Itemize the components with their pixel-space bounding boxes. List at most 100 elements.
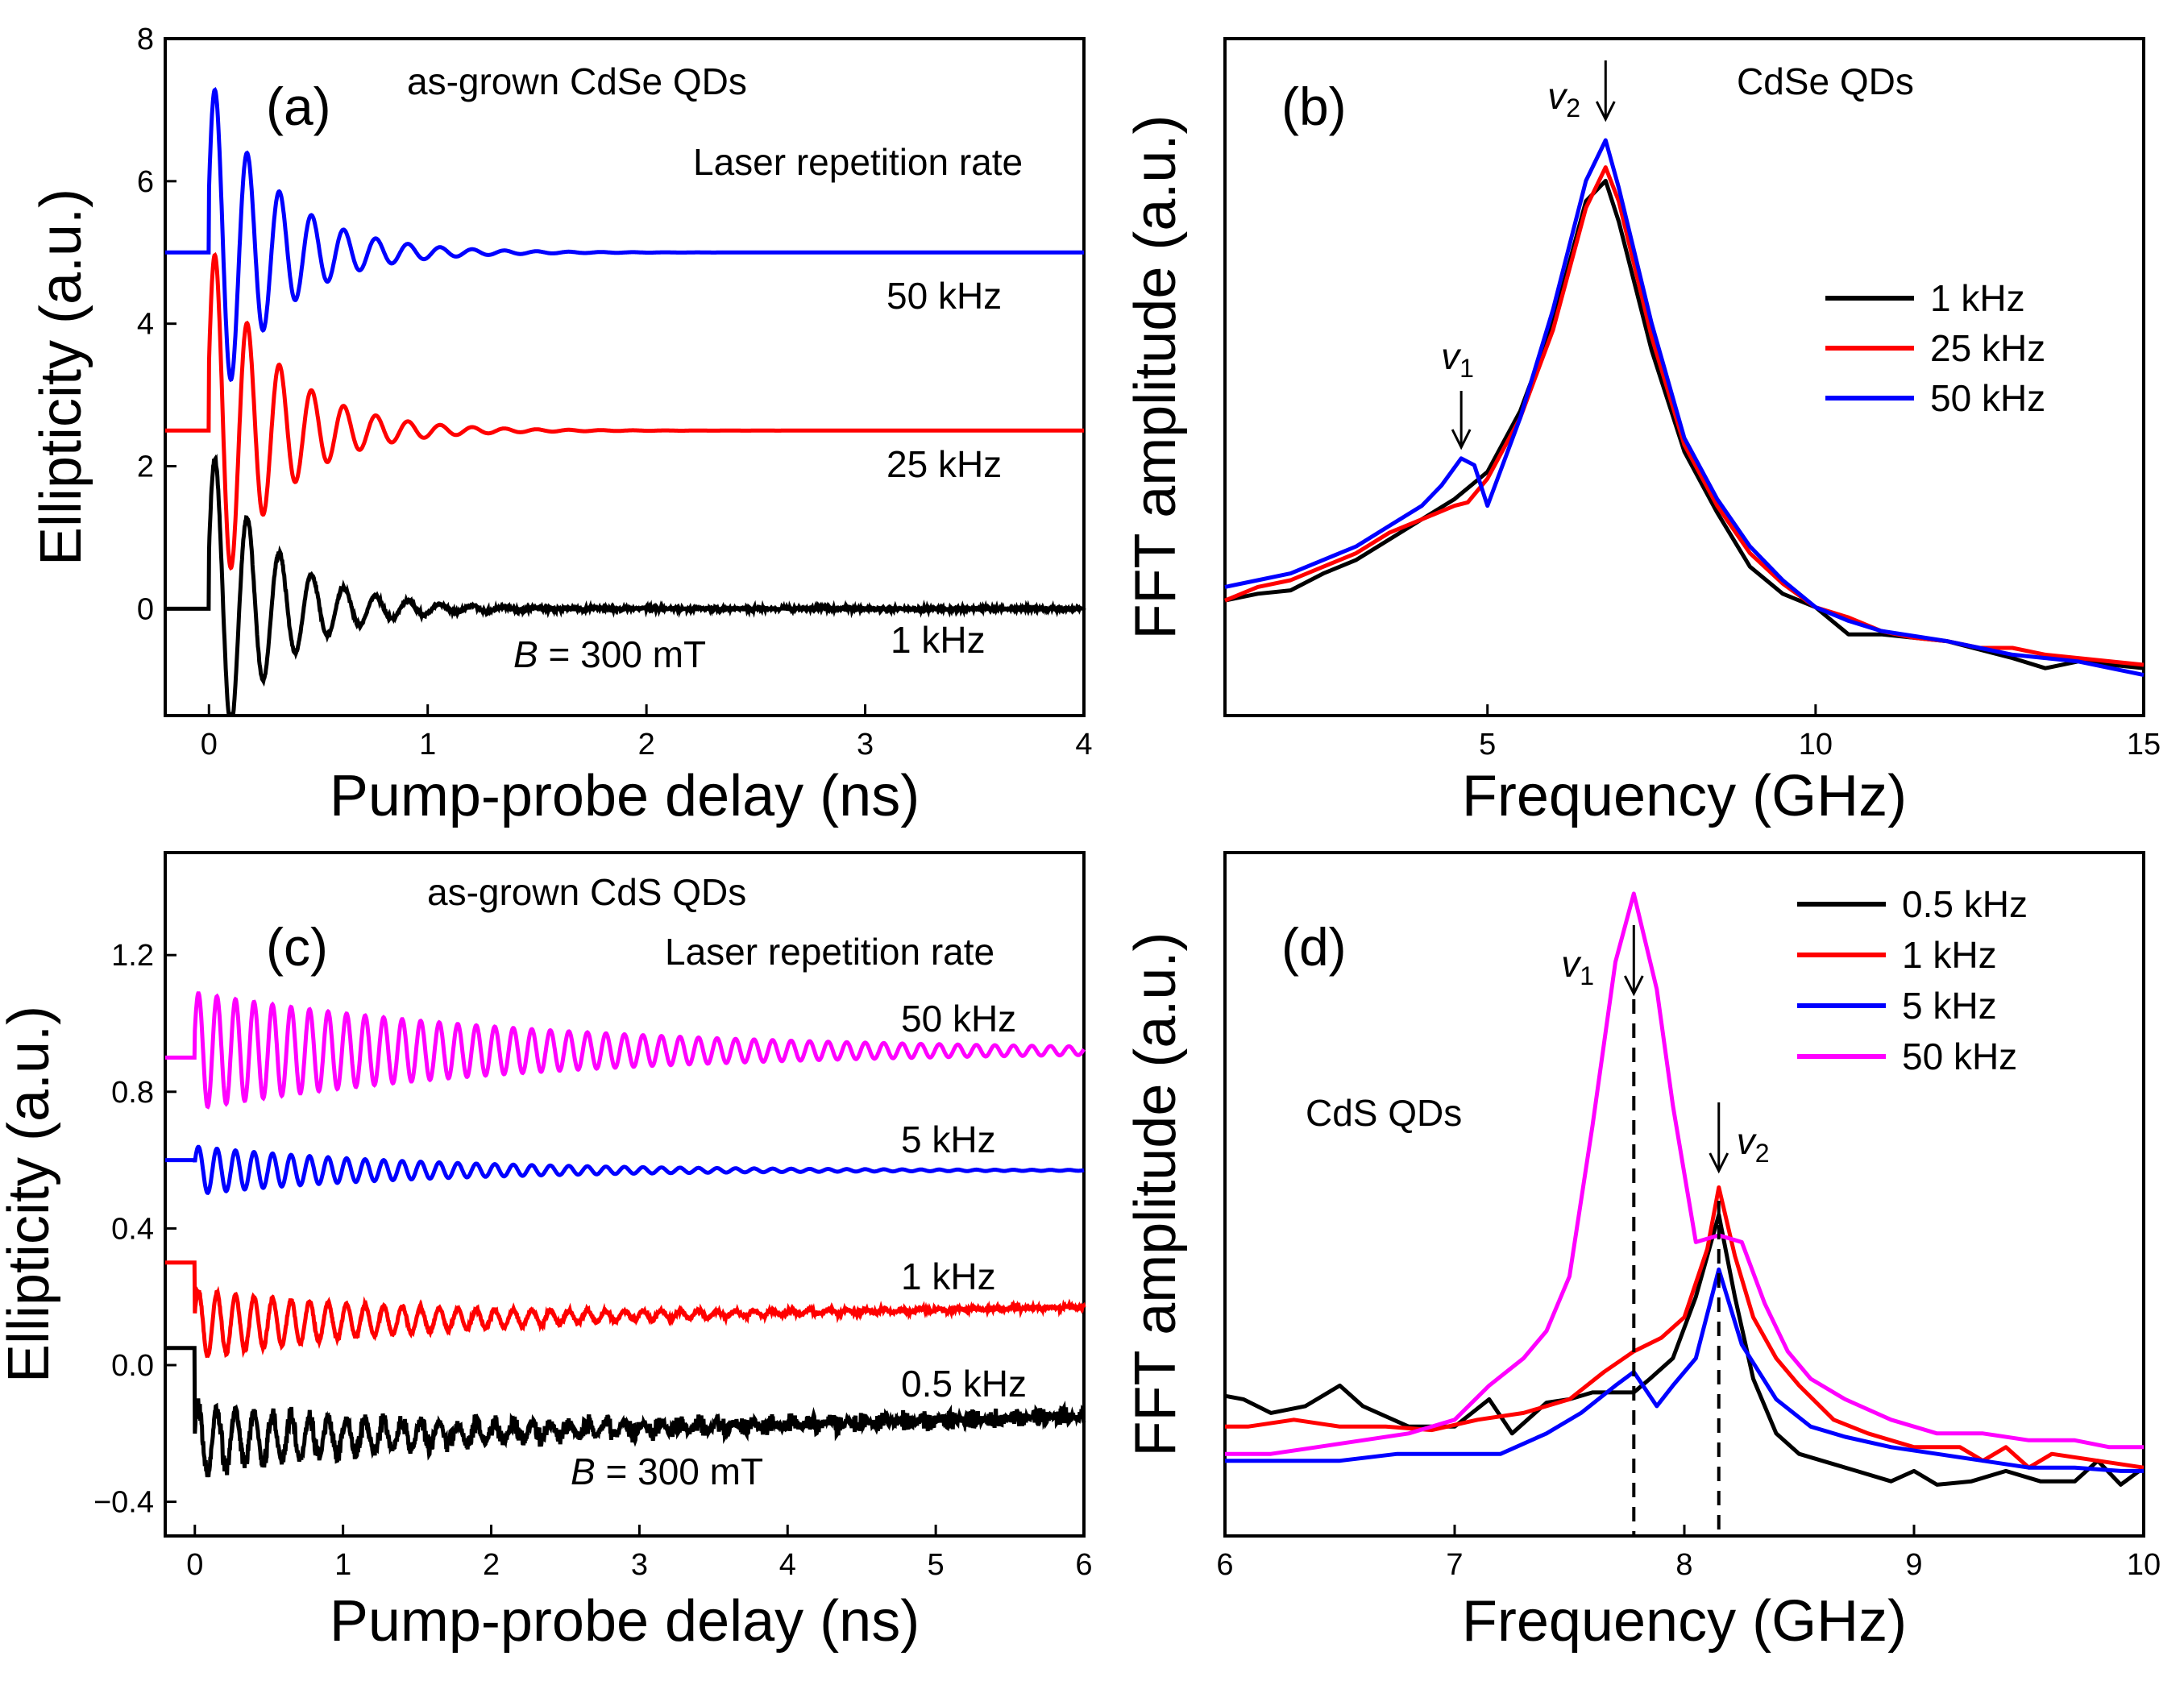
panel-a-label: (a) <box>266 77 331 136</box>
x-tick-label: 3 <box>631 1548 648 1582</box>
panel-b: 5 10 15 v1 v2 (b) CdSe QDs 1 kHz 25 kHz 50 kH… <box>1123 37 2161 828</box>
panel-b-frame <box>1223 37 2145 717</box>
panel-c-subtitle: Laser repetition rate <box>665 931 994 973</box>
panel-a-field-symbol: B <box>513 633 538 675</box>
y-tick-label: 0 <box>137 592 154 626</box>
panel-d-series: 6 7 8 9 10 <box>1216 891 2161 1582</box>
series-line-5-khz <box>165 1144 1085 1195</box>
panel-c-frame <box>164 851 1086 1538</box>
series-line-1-khz <box>1225 1185 2145 1470</box>
peak-arrow-head <box>1623 975 1644 997</box>
panel-c-xlabel: Pump-probe delay (ns) <box>330 1589 920 1654</box>
panel-d-legend: 0.5 kHz 1 kHz 5 kHz 50 kHz <box>1797 883 2028 1077</box>
legend-label: 1 kHz <box>1902 934 1997 976</box>
panel-b-ylabel: FFT amplitude (a.u.) <box>1123 115 1188 640</box>
x-tick-label: 1 <box>334 1548 351 1582</box>
x-tick-label: 10 <box>2127 1548 2161 1582</box>
y-tick-label: 0.8 <box>111 1076 154 1110</box>
y-tick-label: 2 <box>137 450 154 484</box>
panel-b-legend: 1 kHz 25 kHz 50 kHz <box>1825 277 2045 419</box>
series-line-50-khz <box>1224 138 2145 678</box>
y-tick-label: 1.2 <box>111 939 154 973</box>
panel-b-xlabel: Frequency (GHz) <box>1462 764 1907 828</box>
y-tick-label: 0.4 <box>111 1212 154 1246</box>
peak-label-subscript: 1 <box>1459 354 1474 383</box>
legend-label: 5 kHz <box>1902 985 1997 1027</box>
series-line-1-khz <box>165 1260 1086 1359</box>
series-line-50-khz <box>1225 891 2144 1456</box>
panel-a: 0 1 2 3 4 0 2 4 6 8 (a) as-grown CdSe QDs Laser r… <box>29 23 1093 828</box>
peak-label: v2 <box>1737 1120 1770 1168</box>
panel-d-label: (d) <box>1281 917 1347 977</box>
legend-label: 25 kHz <box>1930 327 2045 369</box>
panel-d-ylabel: FFT amplitude (a.u.) <box>1123 932 1188 1457</box>
peak-arrow-head <box>1451 429 1472 450</box>
panel-c-ylabel: Ellipticity (a.u.) <box>0 1006 61 1383</box>
panel-d-xlabel: Frequency (GHz) <box>1462 1589 1907 1654</box>
x-tick-label: 2 <box>483 1548 500 1582</box>
peak-label: v2 <box>1547 75 1580 122</box>
x-tick-label: 5 <box>928 1548 945 1582</box>
y-tick-label: −0.4 <box>93 1486 154 1520</box>
x-tick-label: 3 <box>857 728 874 762</box>
panel-c-field-annotation: B = 300 mT <box>571 1451 763 1492</box>
peak-arrow-head <box>1595 101 1616 122</box>
panel-d: 6 7 8 9 10 v1 v2 (d) CdS QDs 0.5 kHz 1 kHz 5 kH… <box>1123 851 2161 1654</box>
legend-label: 50 kHz <box>1930 377 2045 419</box>
panel-a-series-label-0: 50 kHz <box>886 275 1002 317</box>
panel-c-series: 0 1 2 3 4 5 6 −0.4 0.0 0.4 0.8 1.2 <box>93 939 1093 1582</box>
x-tick-label: 5 <box>1479 728 1496 762</box>
y-tick-label: 8 <box>137 23 154 56</box>
x-tick-label: 0 <box>186 1548 203 1582</box>
x-tick-label: 8 <box>1675 1548 1692 1582</box>
panel-a-series-label-1: 25 kHz <box>886 443 1002 485</box>
x-tick-label: 9 <box>1905 1548 1922 1582</box>
y-tick-label: 6 <box>137 165 154 199</box>
panel-c-series-label-3: 0.5 kHz <box>901 1363 1027 1405</box>
x-tick-label: 7 <box>1446 1548 1463 1582</box>
panel-a-field-value: = 300 mT <box>538 633 706 675</box>
panel-d-frame <box>1223 851 2145 1538</box>
panel-c-field-symbol: B <box>571 1451 596 1492</box>
x-tick-label: 10 <box>1799 728 1833 762</box>
panel-a-subtitle: Laser repetition rate <box>693 141 1023 183</box>
panel-d-title: CdS QDs <box>1306 1092 1462 1134</box>
series-line-5-khz <box>1225 1267 2144 1473</box>
x-tick-label: 1 <box>419 728 436 762</box>
legend-label: 50 kHz <box>1902 1036 2017 1077</box>
series-line-0.5-khz <box>1224 1212 2145 1487</box>
panel-c-field-value: = 300 mT <box>596 1451 763 1492</box>
x-tick-label: 15 <box>2127 728 2161 762</box>
peak-label: v1 <box>1561 943 1594 990</box>
peak-label: v1 <box>1441 335 1474 383</box>
panel-c-series-label-0: 50 kHz <box>901 998 1016 1040</box>
panel-a-series-label-2: 1 kHz <box>891 619 986 661</box>
peak-label-subscript: 1 <box>1580 961 1594 990</box>
series-line-50-khz <box>165 991 1086 1110</box>
y-tick-label: 0.0 <box>111 1349 154 1383</box>
panel-b-title: CdSe QDs <box>1737 60 1914 102</box>
peak-label-subscript: 2 <box>1755 1139 1770 1168</box>
panel-c: 0 1 2 3 4 5 6 −0.4 0.0 0.4 0.8 1.2 (c) as-grown CdS… <box>0 851 1093 1654</box>
series-line-1-khz <box>1224 178 2145 670</box>
panel-d-peak-markers: v1 v2 <box>1561 925 1770 1536</box>
panel-a-field-annotation: B = 300 mT <box>513 633 706 675</box>
series-line-0.5-khz <box>165 1346 1086 1478</box>
peak-label-subscript: 2 <box>1566 93 1580 122</box>
panel-a-frame <box>164 37 1086 717</box>
panel-a-title: as-grown CdSe QDs <box>407 60 747 102</box>
panel-b-label: (b) <box>1281 77 1347 136</box>
panel-b-series: 5 10 15 <box>1224 138 2161 762</box>
x-tick-label: 2 <box>638 728 655 762</box>
x-tick-label: 4 <box>779 1548 796 1582</box>
peak-arrow-head <box>1709 1152 1729 1174</box>
x-tick-label: 0 <box>201 728 218 762</box>
series-line-25-khz <box>165 251 1084 571</box>
panel-a-xlabel: Pump-probe delay (ns) <box>330 764 920 828</box>
series-line-50-khz <box>165 87 1084 383</box>
panel-b-peak-markers: v1 v2 <box>1441 60 1616 450</box>
y-tick-label: 4 <box>137 308 154 342</box>
panel-c-series-label-1: 5 kHz <box>901 1119 996 1160</box>
panel-a-series: 0 1 2 3 4 0 2 4 6 8 <box>137 23 1093 762</box>
